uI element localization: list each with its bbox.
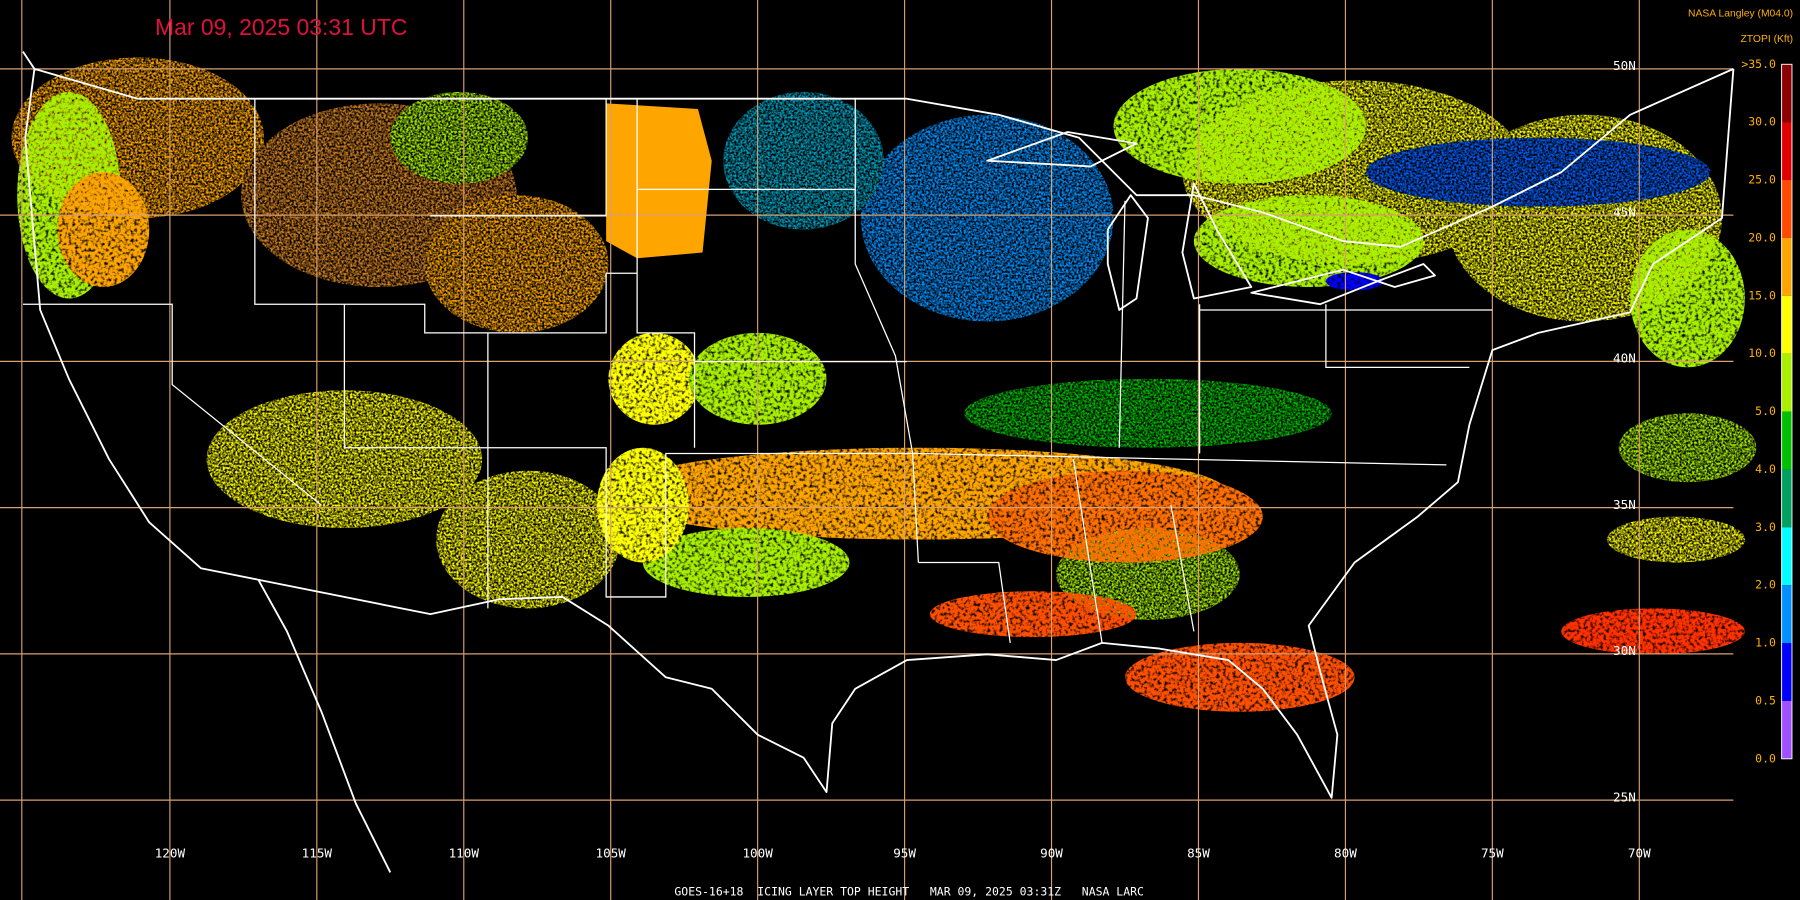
colorbar-segment (1781, 64, 1792, 123)
cloud (1618, 413, 1757, 483)
colorbar-label: 0.0 (1755, 751, 1776, 765)
cloud (964, 378, 1332, 448)
lat-label: 35N (1613, 497, 1636, 512)
lon-label: 110W (449, 846, 480, 861)
cloud (1561, 608, 1745, 655)
colorbar-segment (1781, 122, 1792, 181)
state-lines (22, 98, 1493, 643)
cloud (424, 195, 609, 333)
colorbar-segment (1781, 527, 1792, 586)
lat-label: 40N (1613, 351, 1636, 366)
product-label: ZTOPI (Kft) (1741, 34, 1794, 45)
colorbar-segment (1781, 469, 1792, 528)
cloud (57, 172, 150, 287)
lat-label: 30N (1613, 643, 1636, 658)
cloud (1607, 516, 1745, 563)
lat-label: 25N (1613, 789, 1636, 804)
cloud-solid (606, 103, 712, 259)
colorbar-segment (1781, 237, 1792, 296)
cloud (1366, 137, 1711, 207)
cloud (987, 470, 1263, 563)
lat-label: 50N (1613, 58, 1636, 73)
colorbar-segment (1781, 643, 1792, 701)
cloud (1325, 272, 1384, 291)
lat-label: 45N (1613, 204, 1636, 219)
colorbar-label: 20.0 (1748, 230, 1776, 244)
cloud (608, 332, 701, 425)
colorbar-label: 2.0 (1755, 578, 1776, 592)
colorbar-label: 4.0 (1755, 462, 1776, 476)
colorbar-segment (1781, 411, 1792, 470)
colorbar-label: 1.0 (1755, 636, 1776, 650)
lon-label: 105W (596, 846, 627, 861)
lon-label: 90W (1040, 846, 1063, 861)
colorbar-segment (1781, 295, 1792, 354)
colorbar-label: 3.0 (1755, 520, 1776, 534)
coastline (22, 51, 1735, 873)
colorbar-segment (1781, 700, 1792, 759)
colorbar-segment (1781, 180, 1792, 238)
cloud (206, 390, 483, 529)
lon-label: 75W (1481, 846, 1504, 861)
us-border (22, 51, 1735, 873)
great-lakes (986, 131, 1436, 311)
footer: GOES-16+18 ICING LAYER TOP HEIGHT MAR 09… (674, 884, 1144, 898)
colorbar-segment (1781, 585, 1792, 644)
cloud (1630, 229, 1745, 368)
cloud (436, 470, 620, 609)
timestamp: Mar 09, 2025 03:31 UTC (155, 14, 407, 40)
cloud (642, 528, 850, 597)
lon-label: 80W (1334, 846, 1357, 861)
colorbar-label: 25.0 (1748, 173, 1776, 187)
colorbar-label: 5.0 (1755, 404, 1776, 418)
graticule: 50N 45N 40N 35N 30N 25N 120W 115W 110W 105W 100W 95… (0, 0, 1734, 900)
cloud (929, 591, 1137, 638)
cloud (723, 91, 884, 230)
cloud (1113, 68, 1367, 184)
cloud (1125, 642, 1355, 712)
colorbar-label: 0.5 (1755, 693, 1776, 707)
lon-label: 100W (742, 846, 773, 861)
lon-label: 70W (1628, 846, 1651, 861)
colorbar-label: 15.0 (1748, 288, 1776, 302)
cloud-dense (17, 68, 1745, 712)
colorbar-frame (1781, 63, 1793, 760)
colorbar-label: 30.0 (1748, 115, 1776, 129)
lon-label: 95W (893, 846, 916, 861)
source-label: NASA Langley (M04.0) (1688, 9, 1793, 20)
lon-label: 120W (155, 846, 186, 861)
colorbar-segment (1781, 353, 1792, 412)
colorbar: >35.0 30.0 25.0 20.0 15.0 10.0 5.0 4.0 3.0 2.0 1.0… (1741, 57, 1793, 765)
colorbar-label: >35.0 (1741, 57, 1776, 71)
cloud (1193, 195, 1424, 287)
cloud (860, 114, 1114, 322)
lon-label: 85W (1187, 846, 1210, 861)
cloud (390, 91, 529, 184)
lon-label: 115W (302, 846, 333, 861)
colorbar-label: 10.0 (1748, 346, 1776, 360)
